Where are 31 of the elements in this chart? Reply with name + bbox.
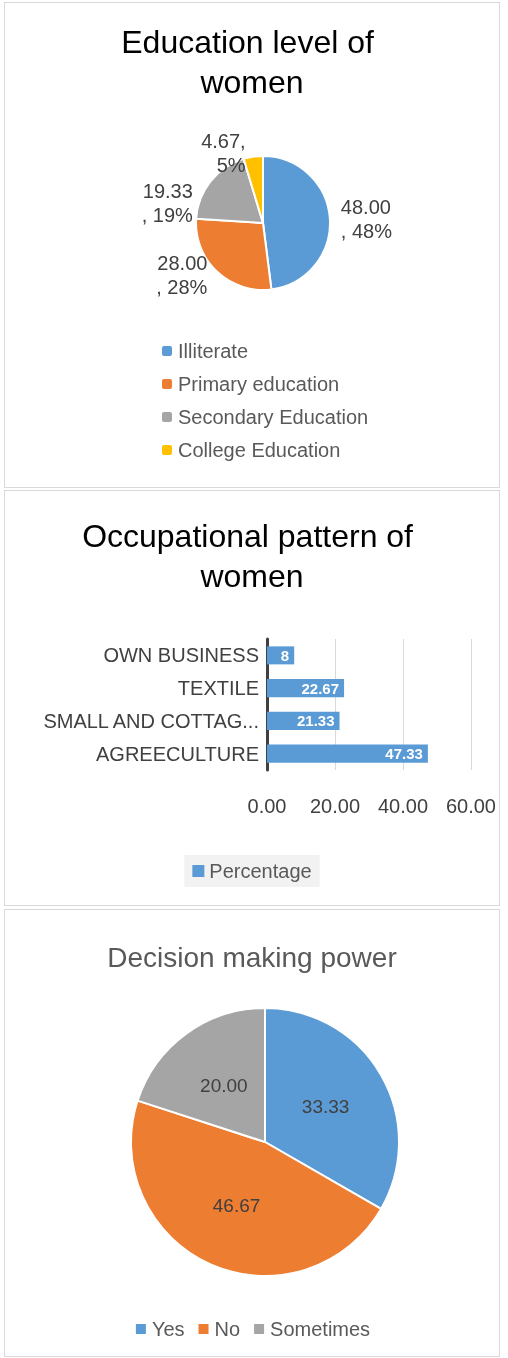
data-label: 20.00 [200, 1074, 248, 1096]
data-label: 28.00, 28% [156, 251, 208, 298]
legend-label: No [214, 1318, 241, 1340]
y-tick-label: TEXTILE [177, 677, 259, 700]
y-tick-label: OWN BUSINESS [103, 644, 259, 667]
chart-title: Decision making power [107, 941, 397, 973]
legend-label: Yes [151, 1318, 185, 1340]
legend-label: Primary education [178, 373, 340, 395]
data-label: 33.33 [301, 1096, 350, 1118]
bar [267, 744, 428, 763]
x-tick-label: 60.00 [445, 795, 497, 817]
y-tick-label: AGREECULTURE [96, 742, 259, 765]
chart-title: Education level of women [121, 24, 383, 100]
y-tick-label: SMALL AND COTTAG... [43, 709, 259, 732]
data-label: 22.67 [301, 679, 340, 697]
data-label: 48.00, 48% [340, 195, 393, 242]
legend-label: Percentage [209, 860, 312, 882]
legend-label: Illiterate [178, 340, 249, 362]
x-tick-label: 0.00 [247, 795, 287, 817]
x-tick-label: 40.00 [377, 795, 429, 817]
data-label: 46.67 [212, 1195, 261, 1217]
legend-label: Sometimes [270, 1318, 371, 1340]
legend-label: Secondary Education [178, 406, 369, 428]
legend-label: College Education [178, 439, 341, 461]
data-label: 4.67, 5% [201, 129, 246, 176]
data-label: 21.33 [296, 712, 335, 730]
data-label: 19.33, 19% [141, 179, 194, 226]
data-label: 8 [280, 646, 290, 664]
x-tick-label: 20.00 [309, 795, 361, 817]
data-label: 47.33 [385, 745, 423, 763]
chart-title: Occupational pattern of women [82, 518, 422, 594]
